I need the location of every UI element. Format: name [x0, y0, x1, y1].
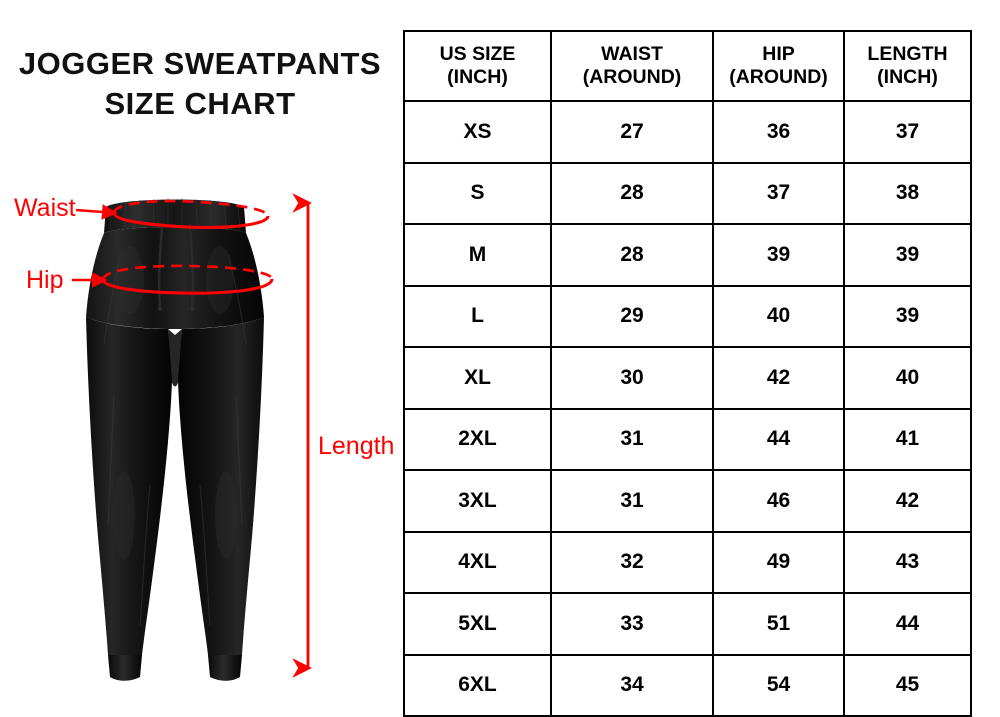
cell-hip: 36 [712, 100, 845, 164]
table-header: US SIZE (INCH) WAIST (AROUND) HIP (AROUN… [403, 30, 972, 102]
cell-size: 5XL [403, 592, 552, 656]
cell-size: M [403, 223, 552, 287]
cell-size: 4XL [403, 530, 552, 594]
cell-waist: 30 [550, 346, 714, 410]
cell-waist: 29 [550, 284, 714, 348]
table-row: S 28 37 38 [403, 161, 972, 225]
table-row: XS 27 36 37 [403, 100, 972, 164]
cell-waist: 34 [550, 653, 714, 717]
table-body: XS 27 36 37 S 28 37 38 M 28 39 39 [403, 100, 972, 717]
column-header-hip-line2: (AROUND) [729, 66, 828, 88]
table-row: 3XL 31 46 42 [403, 469, 972, 533]
page-title-line-2: SIZE CHART [104, 86, 296, 121]
table-row: 2XL 31 44 41 [403, 407, 972, 471]
column-header-waist-line1: WAIST [601, 43, 663, 65]
jogger-sweatpants-illustration [50, 185, 300, 685]
cell-waist: 31 [550, 407, 714, 471]
column-header-length-line2: (INCH) [877, 66, 938, 88]
table-row: 4XL 32 49 43 [403, 530, 972, 594]
cell-length: 41 [843, 407, 972, 471]
cell-length: 44 [843, 592, 972, 656]
table-header-row: US SIZE (INCH) WAIST (AROUND) HIP (AROUN… [403, 30, 972, 102]
cell-waist: 28 [550, 161, 714, 225]
cell-length: 40 [843, 346, 972, 410]
cell-hip: 54 [712, 653, 845, 717]
column-header-us-size-line2: (INCH) [447, 66, 508, 88]
cell-waist: 31 [550, 469, 714, 533]
cell-length: 39 [843, 284, 972, 348]
length-label: Length [318, 432, 395, 460]
cell-hip: 42 [712, 346, 845, 410]
illustration-panel: JOGGER SWEATPANTS SIZE CHART [0, 0, 400, 705]
cell-size: 2XL [403, 407, 552, 471]
cell-length: 45 [843, 653, 972, 717]
cell-size: L [403, 284, 552, 348]
table-row: XL 30 42 40 [403, 346, 972, 410]
table-row: 6XL 34 54 45 [403, 653, 972, 717]
column-header-waist-line2: (AROUND) [582, 66, 682, 88]
column-header-waist: WAIST (AROUND) [550, 30, 714, 102]
cell-length: 37 [843, 100, 972, 164]
cell-hip: 44 [712, 407, 845, 471]
cell-size: S [403, 161, 552, 225]
cell-hip: 39 [712, 223, 845, 287]
cell-length: 38 [843, 161, 972, 225]
cell-length: 42 [843, 469, 972, 533]
column-header-hip: HIP (AROUND) [712, 30, 845, 102]
cell-waist: 28 [550, 223, 714, 287]
cell-hip: 49 [712, 530, 845, 594]
size-chart-table-container: US SIZE (INCH) WAIST (AROUND) HIP (AROUN… [403, 30, 972, 717]
cell-length: 39 [843, 223, 972, 287]
column-header-length-line1: LENGTH [867, 43, 948, 65]
cell-hip: 40 [712, 284, 845, 348]
cell-length: 43 [843, 530, 972, 594]
cell-size: 3XL [403, 469, 552, 533]
cell-size: XS [403, 100, 552, 164]
cell-hip: 37 [712, 161, 845, 225]
cell-waist: 27 [550, 100, 714, 164]
column-header-hip-line1: HIP [762, 43, 795, 65]
cell-size: XL [403, 346, 552, 410]
column-header-us-size: US SIZE (INCH) [403, 30, 552, 102]
column-header-length: LENGTH (INCH) [843, 30, 972, 102]
page-title-line-1: JOGGER SWEATPANTS [18, 46, 382, 81]
column-header-us-size-line1: US SIZE [439, 43, 516, 65]
table-row: M 28 39 39 [403, 223, 972, 287]
cell-hip: 51 [712, 592, 845, 656]
cell-waist: 33 [550, 592, 714, 656]
table-row: 5XL 33 51 44 [403, 592, 972, 656]
page-title: JOGGER SWEATPANTS SIZE CHART [0, 44, 400, 124]
size-chart-table: US SIZE (INCH) WAIST (AROUND) HIP (AROUN… [403, 30, 972, 717]
cell-waist: 32 [550, 530, 714, 594]
table-row: L 29 40 39 [403, 284, 972, 348]
cell-hip: 46 [712, 469, 845, 533]
cell-size: 6XL [403, 653, 552, 717]
